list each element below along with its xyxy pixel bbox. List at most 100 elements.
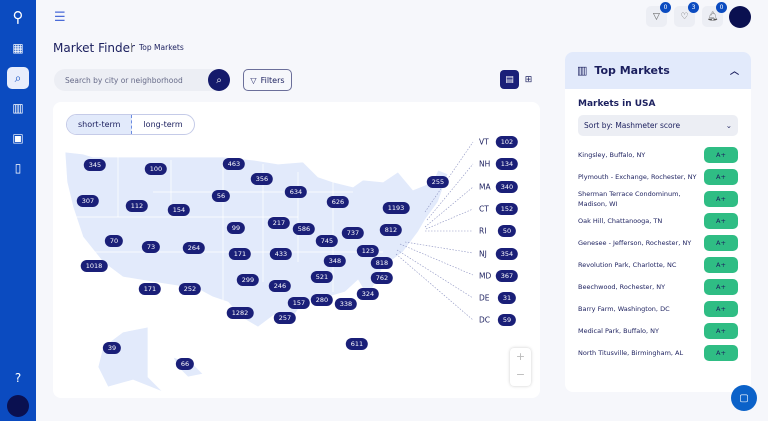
state-pill-in[interactable]: 745 — [315, 235, 339, 247]
market-row[interactable]: Medical Park, Buffalo, NY A+ — [565, 320, 751, 342]
filters-button[interactable]: ▽ Filters — [243, 69, 292, 91]
panel-header[interactable]: ▥ Top Markets ︿ — [565, 52, 751, 89]
search-button[interactable]: ⌕ — [208, 69, 230, 91]
state-pill-mn[interactable]: 356 — [250, 173, 274, 185]
state-pill-wi[interactable]: 634 — [284, 186, 308, 198]
state-pill-ut[interactable]: 73 — [141, 241, 161, 253]
callout-pill[interactable]: 354 — [495, 247, 519, 260]
market-name: Beechwood, Rochester, NY — [578, 283, 666, 291]
notifications-badge: 0 — [716, 2, 727, 13]
state-pill-ks[interactable]: 171 — [228, 248, 252, 260]
heart-icon[interactable]: ♡ 3 — [674, 2, 699, 27]
state-pill-va[interactable]: 818 — [370, 257, 394, 269]
chevron-up-icon[interactable]: ︿ — [729, 67, 739, 77]
sort-select[interactable]: Sort by: Mashmeter score ⌄ — [578, 115, 738, 136]
grade-badge: A+ — [704, 191, 738, 207]
state-pill-me[interactable]: 255 — [426, 176, 450, 188]
state-pill-ms[interactable]: 157 — [287, 297, 311, 309]
state-pill-wy[interactable]: 154 — [167, 204, 191, 216]
state-pill-ne[interactable]: 99 — [226, 222, 246, 234]
state-pill-sd[interactable]: 56 — [211, 190, 231, 202]
help-chat-icon[interactable]: ? — [14, 371, 22, 385]
table-view-toggle[interactable]: ⊞ — [524, 74, 533, 85]
state-pill-ar[interactable]: 246 — [268, 280, 292, 292]
state-pill-mo[interactable]: 433 — [269, 248, 293, 260]
zoom-control: + − — [510, 348, 531, 386]
callout-pill[interactable]: 367 — [495, 269, 519, 282]
state-pill-az[interactable]: 171 — [138, 283, 162, 295]
state-pill-ak[interactable]: 39 — [102, 342, 122, 354]
state-pill-il[interactable]: 586 — [292, 223, 316, 235]
state-pill-id[interactable]: 112 — [125, 200, 149, 212]
market-row[interactable]: Plymouth - Exchange, Rochester, NY A+ — [565, 166, 751, 188]
callout-pill[interactable]: 340 — [495, 180, 519, 193]
state-pill-tn[interactable]: 521 — [310, 271, 334, 283]
state-pill-nm[interactable]: 252 — [178, 283, 202, 295]
bell-icon[interactable]: 🔔︎ 0 — [702, 2, 727, 27]
state-pill-fl[interactable]: 611 — [345, 338, 369, 350]
callout-pill[interactable]: 31 — [497, 292, 517, 305]
market-row[interactable]: Revolution Park, Charlotte, NC A+ — [565, 254, 751, 276]
chevron-down-icon: ⌄ — [725, 121, 732, 130]
callout-pill[interactable]: 102 — [495, 136, 519, 148]
state-pill-pa[interactable]: 812 — [379, 224, 403, 236]
portfolio-icon[interactable]: ▣ — [12, 131, 24, 145]
state-pill-or[interactable]: 307 — [76, 195, 100, 207]
search-nav-icon[interactable]: ⌕ — [7, 67, 29, 89]
us-map[interactable] — [53, 102, 540, 398]
market-row[interactable]: Genesee - Jefferson, Rochester, NY A+ — [565, 232, 751, 254]
callout-pill[interactable]: 50 — [497, 225, 517, 238]
callout-pill[interactable]: 134 — [495, 158, 519, 171]
state-pill-ga[interactable]: 338 — [334, 298, 358, 310]
state-pill-ia[interactable]: 217 — [267, 217, 291, 229]
filter-icon[interactable]: ▽ 0 — [646, 2, 671, 27]
market-row[interactable]: Kingsley, Buffalo, NY A+ — [565, 144, 751, 166]
breadcrumb[interactable]: Top Markets — [131, 43, 184, 52]
chat-button[interactable]: ▢ — [731, 385, 757, 411]
market-row[interactable]: Barry Farm, Washington, DC A+ — [565, 298, 751, 320]
grade-badge: A+ — [704, 323, 738, 339]
tab-short-term[interactable]: short-term — [67, 115, 133, 134]
menu-icon[interactable]: ☰ — [54, 10, 66, 25]
state-pill-nd[interactable]: 463 — [222, 158, 246, 170]
state-pill-co[interactable]: 264 — [182, 242, 206, 254]
state-pill-la[interactable]: 257 — [273, 312, 297, 324]
market-row[interactable]: Sherman Terrace Condominum, Madison, WI A… — [565, 188, 751, 210]
grade-badge: A+ — [704, 345, 738, 361]
state-pill-wa[interactable]: 345 — [83, 159, 107, 171]
state-pill-ok[interactable]: 299 — [236, 274, 260, 286]
state-pill-oh[interactable]: 737 — [341, 227, 365, 239]
map-view-toggle[interactable]: ▤ — [500, 70, 519, 89]
zoom-in-button[interactable]: + — [515, 350, 526, 363]
callout-pill[interactable]: 152 — [495, 202, 519, 215]
state-pill-sc[interactable]: 324 — [356, 288, 380, 300]
state-pill-al[interactable]: 280 — [310, 294, 334, 306]
tab-long-term[interactable]: long-term — [143, 120, 183, 129]
dashboard-icon[interactable]: ▦ — [12, 41, 24, 55]
zoom-out-button[interactable]: − — [515, 368, 526, 381]
state-pill-ny[interactable]: 1193 — [382, 202, 410, 214]
callout-pill[interactable]: 59 — [497, 314, 517, 327]
market-name: Oak Hill, Chattanooga, TN — [578, 217, 663, 225]
state-pill-nc[interactable]: 762 — [370, 272, 394, 284]
state-pill-wv[interactable]: 123 — [356, 245, 380, 257]
state-pill-nv[interactable]: 70 — [104, 235, 124, 247]
avatar[interactable] — [729, 6, 751, 28]
market-row[interactable]: North Titusville, Birmingham, AL A+ — [565, 342, 751, 364]
state-pill-tx[interactable]: 1282 — [226, 307, 254, 319]
state-pill-ky[interactable]: 348 — [323, 255, 347, 267]
state-pill-mt[interactable]: 100 — [144, 163, 168, 175]
state-pill-mi[interactable]: 626 — [326, 196, 350, 208]
analytics-icon[interactable]: ▥ — [12, 101, 24, 115]
grade-badge: A+ — [704, 147, 738, 163]
state-pill-ca[interactable]: 1018 — [80, 260, 108, 272]
logo-icon[interactable]: ⚲ — [12, 8, 24, 26]
state-pill-hi[interactable]: 66 — [175, 358, 195, 370]
market-row[interactable]: Beechwood, Rochester, NY A+ — [565, 276, 751, 298]
search-input[interactable]: Search by city or neighborhood — [54, 69, 229, 91]
book-icon[interactable]: ▯ — [14, 161, 22, 175]
sidebar-avatar[interactable] — [7, 395, 29, 417]
page-title: Market Finder — [53, 41, 135, 55]
market-row[interactable]: Oak Hill, Chattanooga, TN A+ — [565, 210, 751, 232]
callout-abbr: RI — [479, 226, 487, 236]
